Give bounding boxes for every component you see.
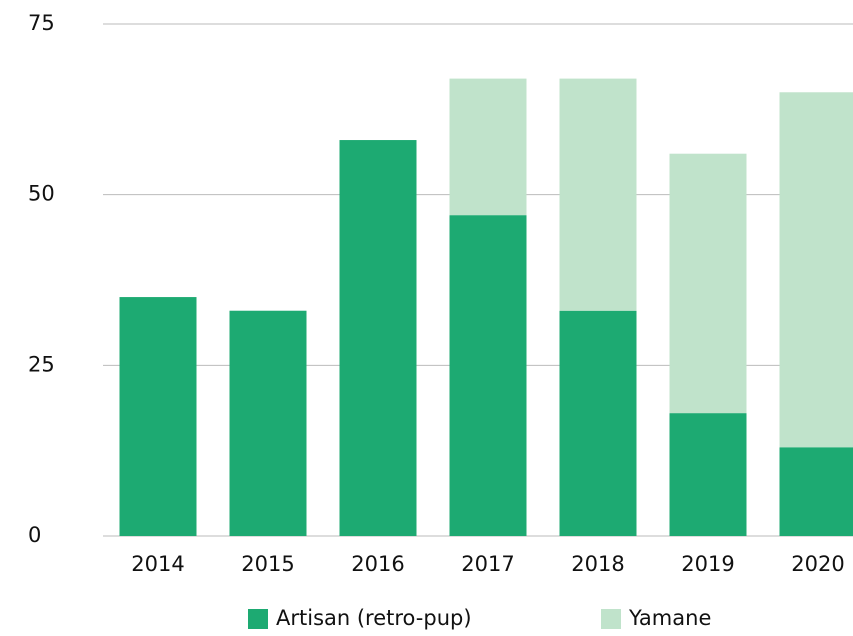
bar-segment (670, 413, 747, 536)
legend-swatch (601, 609, 621, 629)
y-tick-label: 50 (28, 182, 55, 206)
bar-segment (120, 297, 197, 536)
bar-segment (780, 447, 853, 536)
x-tick-label: 2017 (461, 552, 514, 576)
x-tick-label: 2019 (681, 552, 734, 576)
bar-segment (230, 311, 307, 536)
legend-label: Yamane (628, 606, 711, 630)
bar-segment (560, 79, 637, 311)
bar-segment (780, 92, 853, 447)
x-tick-label: 2018 (571, 552, 624, 576)
x-tick-label: 2015 (241, 552, 294, 576)
legend-label: Artisan (retro-pup) (276, 606, 472, 630)
y-tick-label: 75 (28, 11, 55, 35)
bar-segment (340, 140, 417, 536)
x-tick-label: 2020 (791, 552, 844, 576)
bar-segment (560, 311, 637, 536)
bar-segment (450, 215, 527, 536)
bar-segment (450, 79, 527, 216)
x-tick-label: 2014 (131, 552, 184, 576)
bar-segment (670, 154, 747, 413)
y-tick-label: 25 (28, 352, 55, 376)
x-tick-label: 2016 (351, 552, 404, 576)
legend-swatch (248, 609, 268, 629)
y-tick-label: 0 (28, 523, 41, 547)
